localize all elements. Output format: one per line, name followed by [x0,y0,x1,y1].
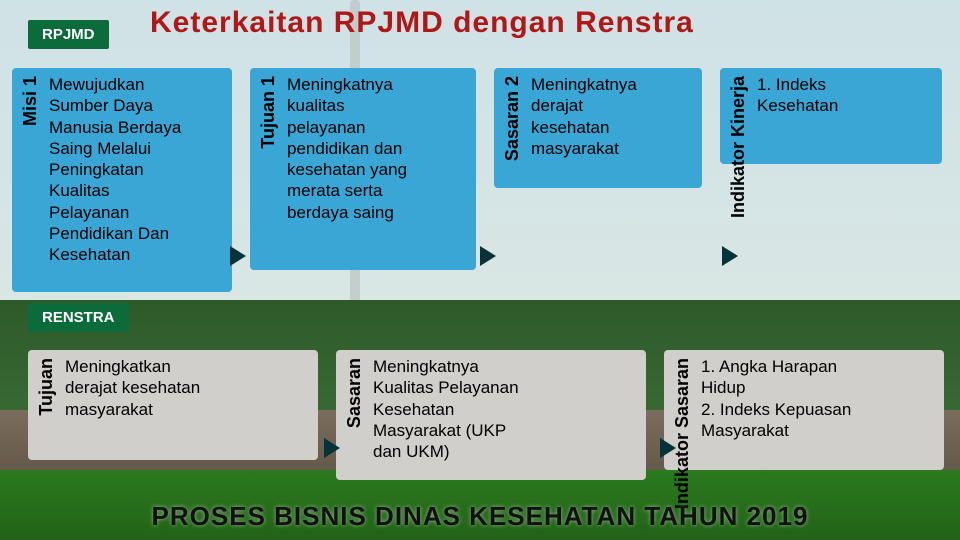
label-indikator-sasaran: Indikator Sasaran [670,356,695,511]
arrow-icon [722,246,738,266]
label-tujuan: Tujuan [34,356,59,418]
card-tujuan: Tujuan Meningkatkan derajat kesehatan ma… [28,350,318,460]
label-tujuan-1: Tujuan 1 [256,74,281,151]
text-misi-1: Mewujudkan Sumber Daya Manusia Berdaya S… [49,74,181,265]
card-indikator-kinerja: Indikator Kinerja 1. Indeks Kesehatan [720,68,942,164]
label-sasaran-2: Sasaran 2 [500,74,525,163]
badge-rpjmd: RPJMD [28,20,109,49]
label-indikator-kinerja: Indikator Kinerja [726,74,751,220]
card-sasaran-2: Sasaran 2 Meningkatnya derajat kesehatan… [494,68,702,188]
badge-renstra: RENSTRA [28,303,129,332]
slide-title: Keterkaitan RPJMD dengan Renstra [150,6,694,40]
text-tujuan: Meningkatkan derajat kesehatan masyaraka… [65,356,200,420]
arrow-icon [660,438,676,458]
card-misi-1: Misi 1 Mewujudkan Sumber Daya Manusia Be… [12,68,232,292]
text-indikator-sasaran: 1. Angka Harapan Hidup 2. Indeks Kepuasa… [701,356,851,441]
slide: Keterkaitan RPJMD dengan Renstra RPJMD R… [0,0,960,540]
text-sasaran-2: Meningkatnya derajat kesehatan masyaraka… [531,74,637,159]
label-misi-1: Misi 1 [18,74,43,128]
card-indikator-sasaran: Indikator Sasaran 1. Angka Harapan Hidup… [664,350,944,470]
row-renstra: Tujuan Meningkatkan derajat kesehatan ma… [28,350,948,480]
arrow-icon [230,246,246,266]
text-tujuan-1: Meningkatnya kualitas pelayanan pendidik… [287,74,407,223]
arrow-icon [324,438,340,458]
card-sasaran: Sasaran Meningkatnya Kualitas Pelayanan … [336,350,646,480]
card-tujuan-1: Tujuan 1 Meningkatnya kualitas pelayanan… [250,68,476,270]
text-indikator-kinerja: 1. Indeks Kesehatan [757,74,838,117]
arrow-icon [480,246,496,266]
footer-title: PROSES BISNIS DINAS KESEHATAN TAHUN 2019… [0,501,960,532]
text-sasaran: Meningkatnya Kualitas Pelayanan Kesehata… [373,356,519,462]
label-sasaran: Sasaran [342,356,367,430]
